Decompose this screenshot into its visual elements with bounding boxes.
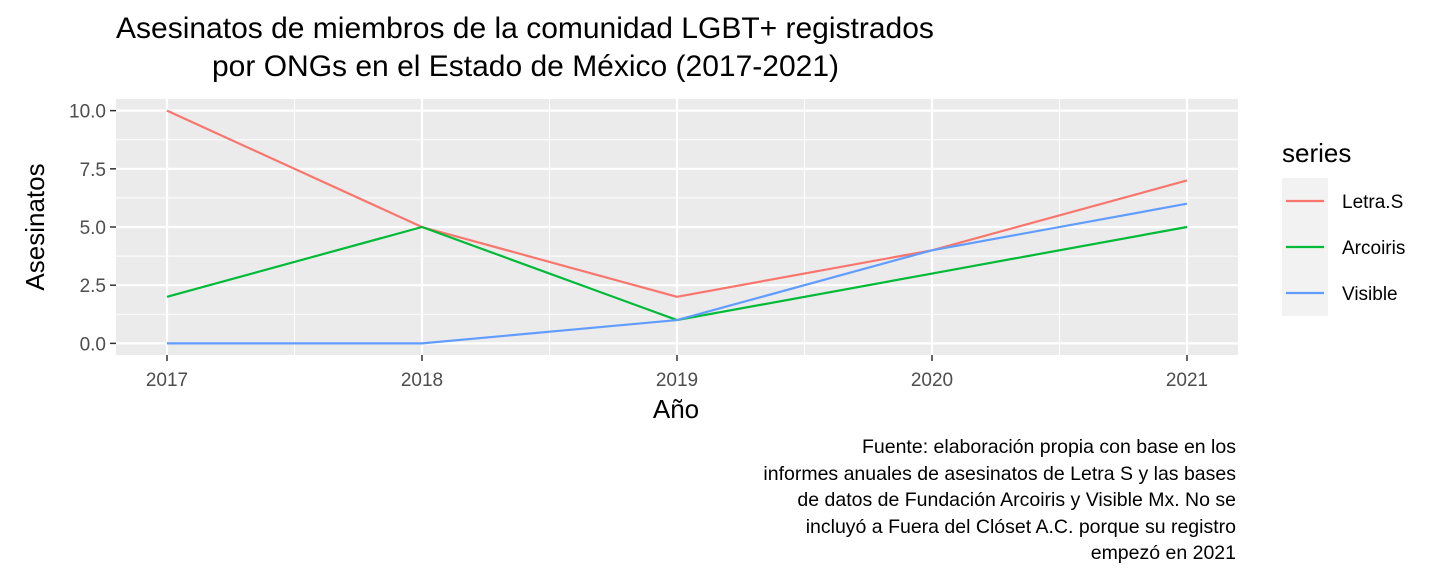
legend-label: Visible [1342,284,1398,305]
y-tick-label: 7.5 [80,160,106,181]
series-line-visible [167,202,1188,345]
legend-label: Arcoiris [1342,238,1405,259]
series-line-letra-s [166,109,1188,298]
caption-line: empezó en 2021 [1090,542,1236,564]
x-tick-label: 2019 [656,370,698,391]
line-chart: 0.0 2.5 5.0 7.5 10.0 2017 2018 2019 2020 2021 Añ… [20,99,1405,424]
x-tick-label: 2017 [146,370,188,391]
x-tick-label: 2018 [401,370,443,391]
y-axis-title: Asesinatos [20,163,50,290]
y-tick-label: 0.0 [80,334,106,355]
x-axis-title: Año [653,394,699,424]
caption: Fuente: elaboración propia con base en l… [616,434,1236,567]
y-tick-label: 10.0 [69,102,106,123]
y-axis: 0.0 2.5 5.0 7.5 10.0 [69,102,116,355]
x-axis: 2017 2018 2019 2020 2021 [146,355,1208,391]
series-lines [166,109,1188,345]
caption-line: Fuente: elaboración propia con base en l… [861,436,1236,458]
chart-title-line-1: Asesinatos de miembros de la comunidad L… [116,12,934,45]
caption-line: informes anuales de asesinatos de Letra … [763,462,1236,485]
y-tick-label: 5.0 [80,218,106,239]
caption-line: de datos de Fundación Arcoiris y Visible… [797,489,1236,511]
y-tick-label: 2.5 [80,276,106,297]
legend-title: series [1282,138,1351,168]
legend: series Letra.S Arcoiris Visible [1282,138,1405,316]
x-tick-label: 2021 [1166,370,1208,391]
x-tick-label: 2020 [911,370,953,391]
major-gridlines [116,99,1238,355]
caption-line: incluyó a Fuera del Clóset A.C. porque s… [805,515,1236,538]
legend-label: Letra.S [1342,192,1403,213]
chart-title-line-2: por ONGs en el Estado de México (2017-20… [212,50,839,83]
